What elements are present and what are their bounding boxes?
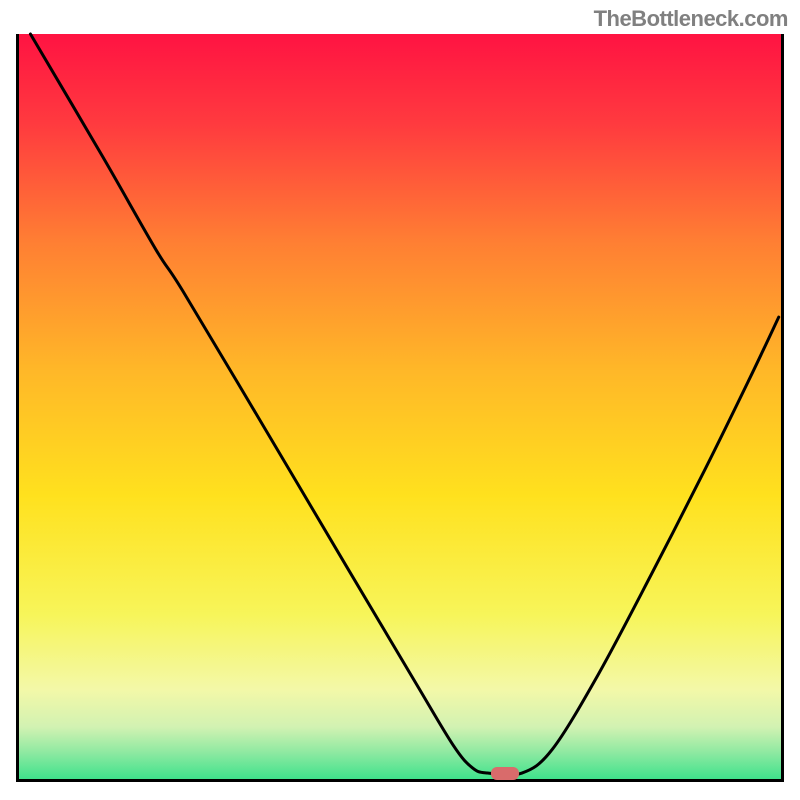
chart-marker bbox=[491, 767, 519, 780]
chart-border bbox=[16, 34, 784, 782]
